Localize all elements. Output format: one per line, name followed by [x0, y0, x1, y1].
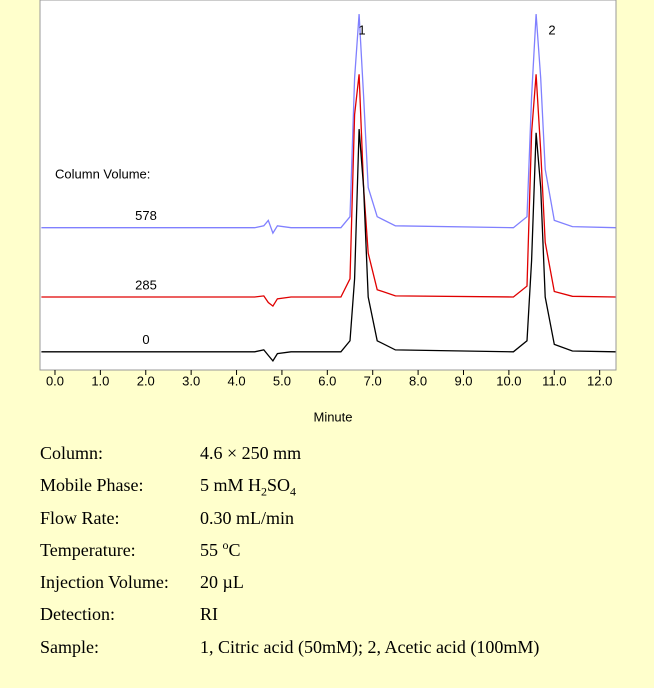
series-line	[41, 129, 616, 363]
detail-row: Temperature: 55 oC	[40, 534, 654, 566]
detail-label: Column:	[40, 443, 104, 463]
series-label: 578	[135, 208, 157, 223]
annotation: Column Volume:	[55, 166, 150, 181]
peak-label: 2	[548, 22, 555, 37]
x-tick-label: 8.0	[409, 373, 427, 388]
x-tick-label: 1.0	[91, 373, 109, 388]
series-label: 0	[142, 332, 149, 347]
detail-value: 0.30 mL/min	[200, 507, 294, 528]
details: Column: 4.6 × 250 mm Mobile Phase: 5 mM H2S…	[0, 437, 654, 663]
x-tick-label: 2.0	[137, 373, 155, 388]
detail-value: SO	[267, 475, 291, 496]
detail-value: 20 µL	[200, 572, 244, 593]
detail-value: C	[228, 539, 241, 560]
series-label: 285	[135, 277, 157, 292]
x-tick-label: 11.0	[542, 373, 566, 388]
x-tick-label: 7.0	[364, 373, 382, 388]
detail-value: 1, Citric acid (50mM); 2, Acetic acid (1…	[200, 636, 540, 657]
x-tick-label: 12.0	[587, 373, 612, 388]
detail-row: Detection: RI	[40, 598, 654, 630]
plot-area	[39, 0, 617, 371]
detail-row: Mobile Phase: 5 mM H2SO4	[40, 469, 654, 501]
detail-label: Injection Volume:	[40, 572, 169, 593]
detail-value: 4	[290, 484, 297, 499]
x-tick-label: 10.0	[496, 373, 521, 388]
x-tick-label: 6.0	[318, 373, 336, 388]
x-axis-label: Minute	[313, 409, 352, 424]
peak-label: 1	[358, 22, 365, 37]
detail-value: RI	[200, 604, 218, 625]
chart: Column Volume: Minute 0.0 1.0 2.0 3.0 4.0 5.0…	[39, 0, 617, 424]
x-tick-label: 9.0	[454, 373, 472, 388]
x-tick-label: 4.0	[227, 373, 245, 388]
detail-label: Temperature:	[40, 539, 136, 560]
detail-value: o	[222, 537, 229, 552]
detail-row: Sample: 1, Citric acid (50mM); 2, Acetic …	[40, 631, 654, 663]
x-tick-label: 5.0	[273, 373, 291, 388]
detail-label: Sample:	[40, 636, 99, 657]
detail-row: Flow Rate: 0.30 mL/min	[40, 502, 654, 534]
detail-value: 5 mM H	[200, 475, 262, 496]
detail-label: Detection:	[40, 604, 115, 625]
detail-row: Injection Volume: 20 µL	[40, 566, 654, 598]
series-line	[41, 14, 616, 235]
series-line	[41, 74, 616, 308]
detail-label: Flow Rate:	[40, 507, 120, 528]
x-tick-label: 0.0	[46, 373, 64, 388]
detail-row: Column: 4.6 × 250 mm	[40, 437, 654, 469]
detail-value: 4.6 × 250 mm	[200, 443, 302, 463]
detail-value: 2	[261, 484, 268, 499]
detail-value: 55	[200, 539, 223, 560]
detail-label: Mobile Phase:	[40, 475, 144, 496]
x-tick-label: 3.0	[182, 373, 200, 388]
